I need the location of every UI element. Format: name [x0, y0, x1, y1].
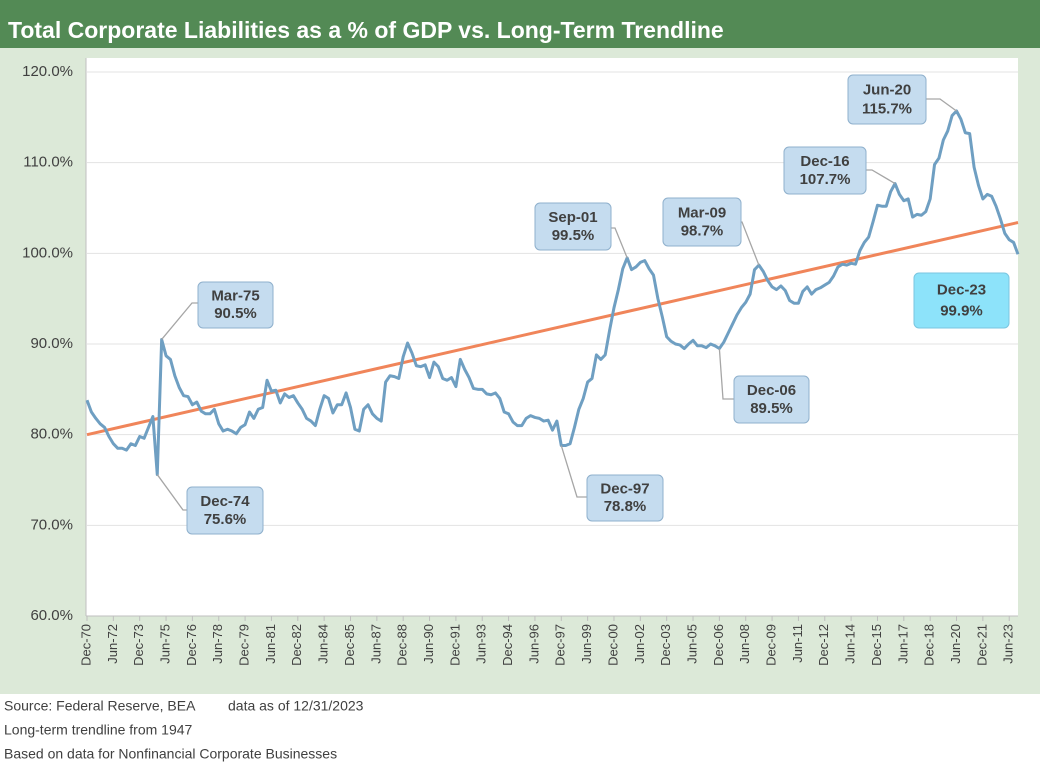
annotation-box — [913, 272, 1010, 329]
x-tick-label: Jun-78 — [210, 624, 225, 664]
data-line — [85, 109, 1020, 477]
note: Long-term trendline from 1947 — [4, 722, 193, 738]
x-tick-label: Dec-18 — [922, 624, 937, 666]
x-tick-label: Dec-88 — [395, 624, 410, 666]
x-tick-label: Jun-72 — [105, 624, 120, 664]
x-tick-label: Jun-90 — [421, 624, 436, 664]
x-tick-label: Dec-00 — [605, 624, 620, 666]
x-tick-label: Dec-21 — [974, 624, 989, 666]
x-tick-label: Jun-84 — [316, 624, 331, 664]
annotation-box — [783, 146, 867, 195]
header-bar — [0, 0, 1040, 48]
note: Source: Federal Reserve, BEA — [4, 698, 196, 714]
note: data as of 12/31/2023 — [228, 698, 364, 714]
annotation-date: Mar-09 — [678, 204, 726, 221]
annotation-box — [186, 486, 264, 535]
annotation-date: Dec-06 — [747, 382, 796, 399]
x-tick-label: Dec-76 — [184, 624, 199, 666]
annotation-value: 99.9% — [940, 302, 983, 319]
x-tick-label: Jun-17 — [895, 624, 910, 664]
annotation-value: 98.7% — [681, 223, 724, 240]
x-tick-label: Jun-93 — [474, 624, 489, 664]
annotation-value: 89.5% — [750, 400, 793, 417]
annotation-date: Sep-01 — [548, 209, 597, 226]
y-tick-label: 100.0% — [22, 244, 73, 261]
leader-line — [718, 348, 734, 400]
leader-line — [161, 302, 198, 340]
x-tick-label: Dec-06 — [711, 624, 726, 666]
x-tick-label: Jun-08 — [737, 624, 752, 664]
x-tick-label: Dec-82 — [289, 624, 304, 666]
annotation-date: Mar-75 — [211, 288, 259, 305]
x-tick-label: Dec-73 — [131, 624, 146, 666]
x-tick-label: Jun-11 — [790, 624, 805, 663]
x-tick-label: Jun-99 — [579, 624, 594, 664]
annotation-value: 90.5% — [214, 305, 257, 322]
annotation-value: 107.7% — [800, 171, 851, 188]
annotation-value: 78.8% — [604, 498, 647, 515]
annotation-value: 99.5% — [552, 227, 595, 244]
annotation-box — [847, 74, 927, 125]
y-tick-label: 90.0% — [30, 335, 73, 352]
x-tick-label: Jun-75 — [157, 624, 172, 664]
x-tick-label: Dec-03 — [658, 624, 673, 666]
note: Based on data for Nonfinancial Corporate… — [4, 746, 337, 762]
y-tick-label: 60.0% — [30, 607, 73, 624]
y-tick-label: 80.0% — [30, 426, 73, 443]
annotation-box — [586, 474, 664, 522]
annotation-box — [197, 281, 274, 329]
leader-line — [611, 227, 628, 259]
annotation-box — [733, 375, 810, 424]
x-tick-label: Dec-94 — [500, 624, 515, 666]
annotation-box — [534, 202, 612, 251]
x-tick-label: Dec-97 — [553, 624, 568, 666]
x-tick-label: Dec-70 — [78, 624, 93, 666]
leader-line — [156, 474, 187, 511]
annotation-value: 115.7% — [862, 100, 912, 117]
x-tick-label: Jun-87 — [368, 624, 383, 664]
leader-line — [926, 98, 957, 112]
annotation-date: Dec-23 — [937, 282, 986, 299]
x-tick-label: Jun-81 — [263, 624, 278, 664]
x-tick-label: Jun-23 — [1001, 624, 1016, 664]
chart-title: Total Corporate Liabilities as a % of GD… — [8, 17, 724, 43]
leader-line — [560, 445, 587, 498]
leader-line — [866, 169, 896, 185]
x-tick-label: Dec-15 — [869, 624, 884, 666]
y-tick-label: 120.0% — [22, 63, 73, 80]
annotation-box — [662, 197, 742, 247]
annotation-date: Dec-74 — [200, 493, 250, 510]
annotation-date: Jun-20 — [863, 82, 911, 99]
x-tick-label: Jun-02 — [632, 624, 647, 664]
x-tick-label: Dec-12 — [816, 624, 831, 666]
annotation-date: Dec-16 — [800, 153, 849, 170]
x-tick-label: Jun-96 — [526, 624, 541, 664]
trendline — [86, 221, 1019, 437]
x-tick-label: Dec-85 — [342, 624, 357, 666]
x-tick-label: Dec-09 — [764, 624, 779, 666]
x-tick-label: Jun-20 — [948, 624, 963, 664]
x-tick-label: Jun-14 — [843, 624, 858, 664]
x-tick-label: Dec-91 — [447, 624, 462, 666]
y-tick-label: 110.0% — [23, 154, 73, 171]
x-tick-label: Dec-79 — [237, 624, 252, 666]
annotation-value: 75.6% — [204, 511, 247, 528]
annotation-date: Dec-97 — [600, 481, 649, 498]
y-tick-label: 70.0% — [30, 516, 73, 533]
x-tick-label: Jun-05 — [684, 624, 699, 664]
